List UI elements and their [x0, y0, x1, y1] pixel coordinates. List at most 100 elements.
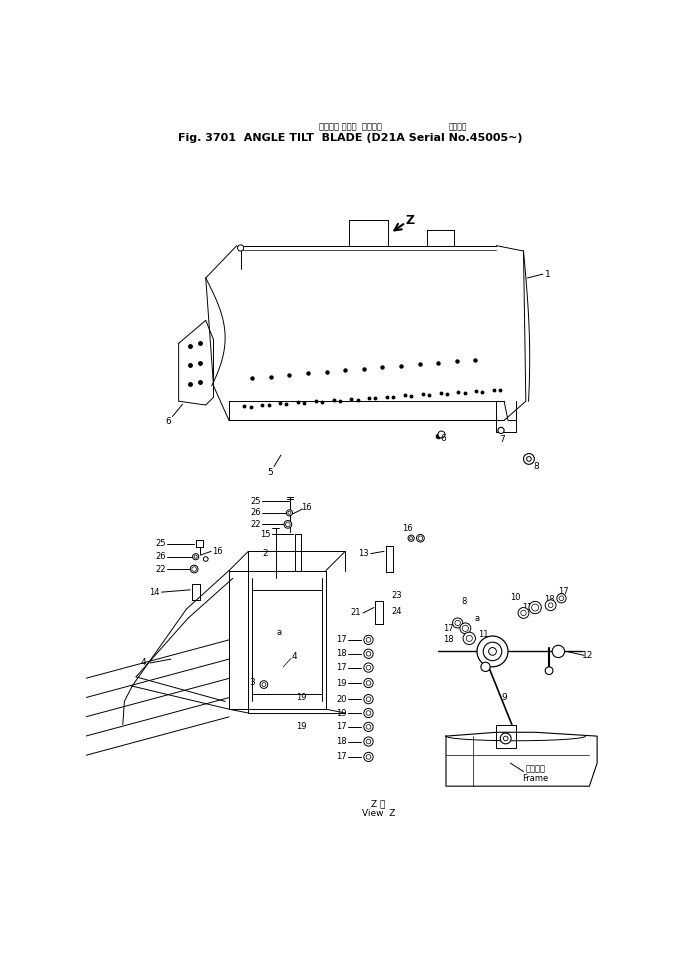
Text: 16: 16: [212, 547, 223, 556]
Circle shape: [366, 680, 371, 685]
Circle shape: [364, 663, 373, 672]
Text: 14: 14: [149, 587, 159, 597]
Text: 17: 17: [336, 636, 347, 644]
Circle shape: [364, 752, 373, 762]
Circle shape: [364, 722, 373, 732]
Circle shape: [203, 557, 208, 561]
Text: フレーム: フレーム: [525, 765, 545, 773]
Text: 23: 23: [391, 591, 402, 600]
Text: 22: 22: [251, 520, 262, 529]
Text: 19: 19: [336, 708, 347, 717]
Circle shape: [286, 522, 290, 527]
Circle shape: [503, 736, 508, 740]
Text: 24: 24: [391, 607, 402, 616]
Text: 22: 22: [155, 565, 166, 574]
Text: a: a: [277, 628, 282, 637]
Circle shape: [408, 535, 414, 542]
Text: 25: 25: [155, 539, 166, 548]
Text: 17: 17: [336, 723, 347, 732]
Text: View  Z: View Z: [362, 808, 395, 818]
Text: 18: 18: [336, 649, 347, 658]
Circle shape: [521, 610, 526, 615]
Text: 11: 11: [478, 630, 488, 639]
Circle shape: [364, 736, 373, 746]
Circle shape: [527, 456, 532, 461]
Circle shape: [364, 649, 373, 658]
Text: アングル チルト  ブレード: アングル チルト ブレード: [319, 122, 382, 132]
Text: 19: 19: [296, 693, 306, 703]
Circle shape: [532, 604, 538, 611]
Text: 17: 17: [443, 624, 453, 633]
Circle shape: [410, 537, 412, 540]
Circle shape: [418, 536, 423, 541]
Text: 17: 17: [336, 752, 347, 762]
Text: Fig. 3701  ANGLE TILT  BLADE (D21A Serial No.45005~): Fig. 3701 ANGLE TILT BLADE (D21A Serial …: [178, 133, 523, 143]
Text: a: a: [475, 613, 480, 623]
Circle shape: [416, 534, 424, 542]
Text: 17: 17: [558, 587, 569, 596]
Circle shape: [455, 620, 460, 626]
Text: 6: 6: [441, 434, 447, 443]
Text: 8: 8: [461, 597, 466, 606]
Text: 1: 1: [545, 269, 551, 279]
Circle shape: [366, 710, 371, 715]
Text: Frame: Frame: [522, 774, 548, 783]
Text: 25: 25: [251, 497, 262, 506]
Text: 12: 12: [582, 651, 593, 660]
Text: 26: 26: [155, 552, 166, 561]
Circle shape: [364, 678, 373, 688]
Text: 11: 11: [522, 603, 533, 612]
Text: Z: Z: [405, 214, 414, 227]
Circle shape: [366, 651, 371, 656]
Circle shape: [190, 565, 198, 573]
Circle shape: [463, 632, 475, 644]
Circle shape: [500, 734, 511, 744]
Text: 3: 3: [249, 677, 255, 687]
Text: 2: 2: [262, 549, 269, 558]
Circle shape: [366, 666, 371, 670]
Text: 15: 15: [260, 530, 271, 539]
Circle shape: [364, 695, 373, 703]
Circle shape: [366, 739, 371, 744]
Text: 19: 19: [336, 678, 347, 687]
Circle shape: [364, 636, 373, 644]
Circle shape: [548, 603, 553, 608]
Circle shape: [192, 553, 199, 560]
Text: 10: 10: [510, 593, 521, 602]
Text: 9: 9: [501, 693, 507, 703]
Circle shape: [477, 636, 508, 667]
Circle shape: [498, 427, 504, 433]
Circle shape: [366, 697, 371, 702]
Text: 13: 13: [358, 549, 369, 558]
Circle shape: [194, 555, 197, 558]
Text: 19: 19: [296, 723, 306, 732]
Circle shape: [529, 602, 541, 613]
Text: 4: 4: [141, 659, 147, 668]
Text: 7: 7: [499, 435, 505, 444]
Text: 18: 18: [544, 595, 554, 605]
Text: 8: 8: [534, 462, 540, 471]
Circle shape: [364, 708, 373, 718]
Circle shape: [545, 667, 553, 674]
Text: 6: 6: [165, 418, 171, 426]
Circle shape: [453, 618, 462, 628]
Circle shape: [488, 647, 497, 655]
Text: 26: 26: [251, 509, 262, 517]
Text: 21: 21: [350, 609, 361, 617]
Text: 18: 18: [336, 737, 347, 746]
Circle shape: [523, 453, 534, 464]
Circle shape: [462, 625, 469, 632]
Circle shape: [284, 520, 292, 528]
Circle shape: [545, 600, 556, 610]
Circle shape: [286, 510, 292, 516]
Circle shape: [262, 682, 266, 686]
Circle shape: [366, 638, 371, 642]
Text: 16: 16: [402, 523, 412, 533]
Text: 18: 18: [443, 636, 453, 644]
Circle shape: [518, 608, 529, 618]
Text: 5: 5: [267, 467, 273, 477]
Circle shape: [238, 245, 244, 251]
Circle shape: [366, 725, 371, 730]
Text: Z 視: Z 視: [371, 799, 386, 808]
Circle shape: [192, 567, 197, 572]
